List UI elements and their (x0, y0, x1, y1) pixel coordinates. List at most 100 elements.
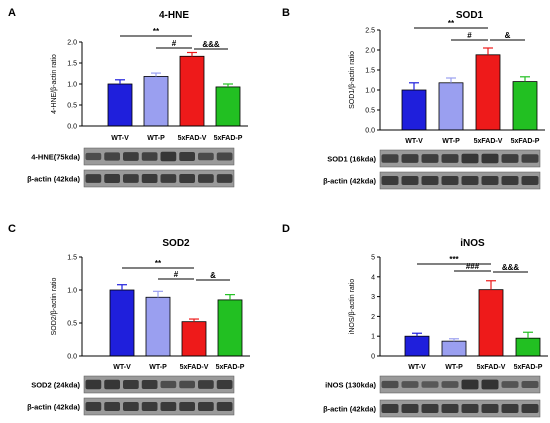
blot-band (461, 379, 479, 390)
y-tick-label: 0.5 (67, 321, 77, 328)
blot-band (141, 401, 158, 412)
significance-label: ** (448, 19, 455, 28)
blot-label: β-actin (42kda) (27, 175, 80, 184)
y-axis-label: SOD2/β-actin ratio (51, 278, 58, 336)
blot-band (481, 403, 499, 414)
y-tick-label: 1.5 (365, 68, 375, 75)
blot-band (104, 173, 120, 184)
bar-WT-P (441, 340, 467, 357)
blot-band (521, 403, 539, 414)
blot-band (198, 380, 214, 389)
y-tick-label: 1.5 (67, 61, 77, 68)
y-axis-label: 4-HNE/β-actin ratio (51, 54, 58, 114)
blot-band (179, 401, 195, 412)
y-axis-label: SOD1/β-actin ratio (349, 51, 356, 109)
y-tick-label: 4 (371, 274, 375, 281)
chart-title: iNOS (460, 238, 485, 249)
blot-band (521, 381, 539, 388)
blot-band (441, 381, 459, 388)
panel-letter: A (8, 7, 16, 19)
blot-band (381, 175, 399, 186)
x-tick-label: WT-V (113, 364, 131, 371)
blot-band (461, 403, 479, 414)
x-tick-label: WT-P (445, 364, 463, 371)
blot-band (198, 152, 214, 161)
significance-label: *** (449, 255, 459, 264)
blot-band (381, 403, 399, 414)
x-tick-label: 5xFAD-P (514, 364, 543, 371)
blot-band (521, 154, 539, 163)
blot-band (123, 174, 139, 183)
blot-band (421, 403, 439, 414)
blot-band (179, 173, 195, 184)
y-tick-label: 0 (371, 354, 375, 361)
y-tick-label: 3 (371, 294, 375, 301)
x-tick-label: WT-V (111, 135, 129, 142)
y-tick-label: 2.0 (67, 40, 77, 47)
panel-B: B SOD1 0.0 0.5 1.0 1.5 2.0 2.5 SOD1/β-actin rati… (282, 7, 545, 190)
blot-band (141, 173, 158, 184)
x-tick-label: 5xFAD-P (216, 364, 245, 371)
x-tick-label: 5xFAD-V (474, 138, 503, 145)
y-tick-label: 1.0 (67, 82, 77, 89)
panel-letter: D (282, 223, 290, 235)
blot-label: SOD1 (16kda) (327, 155, 376, 164)
blot-band (123, 401, 139, 412)
bar-WT-V (109, 289, 135, 357)
blot-strip (379, 171, 541, 190)
blot-band (216, 401, 233, 412)
y-tick-label: 0.5 (67, 103, 77, 110)
x-tick-label: WT-V (408, 364, 426, 371)
y-tick-label: 0.0 (67, 354, 77, 361)
blot-band (401, 175, 419, 186)
blot-strip (83, 147, 235, 166)
x-tick-label: 5xFAD-P (511, 138, 540, 145)
blot-band (381, 154, 399, 163)
blot-band (441, 403, 459, 414)
blot-strip (83, 397, 235, 416)
blot-band (104, 152, 120, 161)
significance-label: & (210, 271, 216, 280)
y-tick-label: 5 (371, 255, 375, 262)
blot-band (421, 381, 439, 388)
blot-band (501, 154, 519, 163)
y-tick-label: 1.0 (67, 288, 77, 295)
bar-WT-V (404, 335, 430, 357)
blot-strip (379, 399, 541, 418)
bar-WT-V (401, 89, 427, 131)
y-tick-label: 1 (371, 334, 375, 341)
significance-label: ** (153, 27, 160, 36)
blot-strip (379, 375, 541, 394)
y-axis-label: iNOS/β-actin ratio (349, 279, 356, 334)
significance-label: & (505, 31, 511, 40)
blot-band (421, 175, 439, 186)
significance-label: &&& (202, 40, 220, 49)
blot-band (198, 174, 214, 183)
x-tick-label: 5xFAD-V (477, 364, 506, 371)
blot-band (401, 403, 419, 414)
y-tick-label: 1.5 (67, 255, 77, 262)
blot-label: β-actin (42kda) (27, 403, 80, 412)
blot-label: 4-HNE(75kda) (31, 153, 80, 162)
blot-band (421, 154, 439, 163)
blot-band (441, 154, 459, 163)
chart-title: SOD1 (456, 10, 484, 21)
blot-band (216, 152, 233, 161)
blot-band (481, 153, 499, 164)
blot-band (381, 380, 399, 389)
y-tick-label: 0.0 (365, 128, 375, 135)
blot-band (179, 380, 195, 389)
chart-title: 4-HNE (159, 10, 189, 21)
blot-band (481, 379, 499, 390)
blot-band (160, 380, 177, 389)
blot-band (104, 379, 120, 390)
blot-band (160, 174, 177, 183)
y-tick-label: 0.0 (67, 124, 77, 131)
bar-5xFAD-V (179, 55, 205, 127)
blot-band (198, 401, 214, 412)
blot-strip (379, 149, 541, 168)
significance-label: # (174, 270, 179, 279)
x-tick-label: 5xFAD-V (180, 364, 209, 371)
